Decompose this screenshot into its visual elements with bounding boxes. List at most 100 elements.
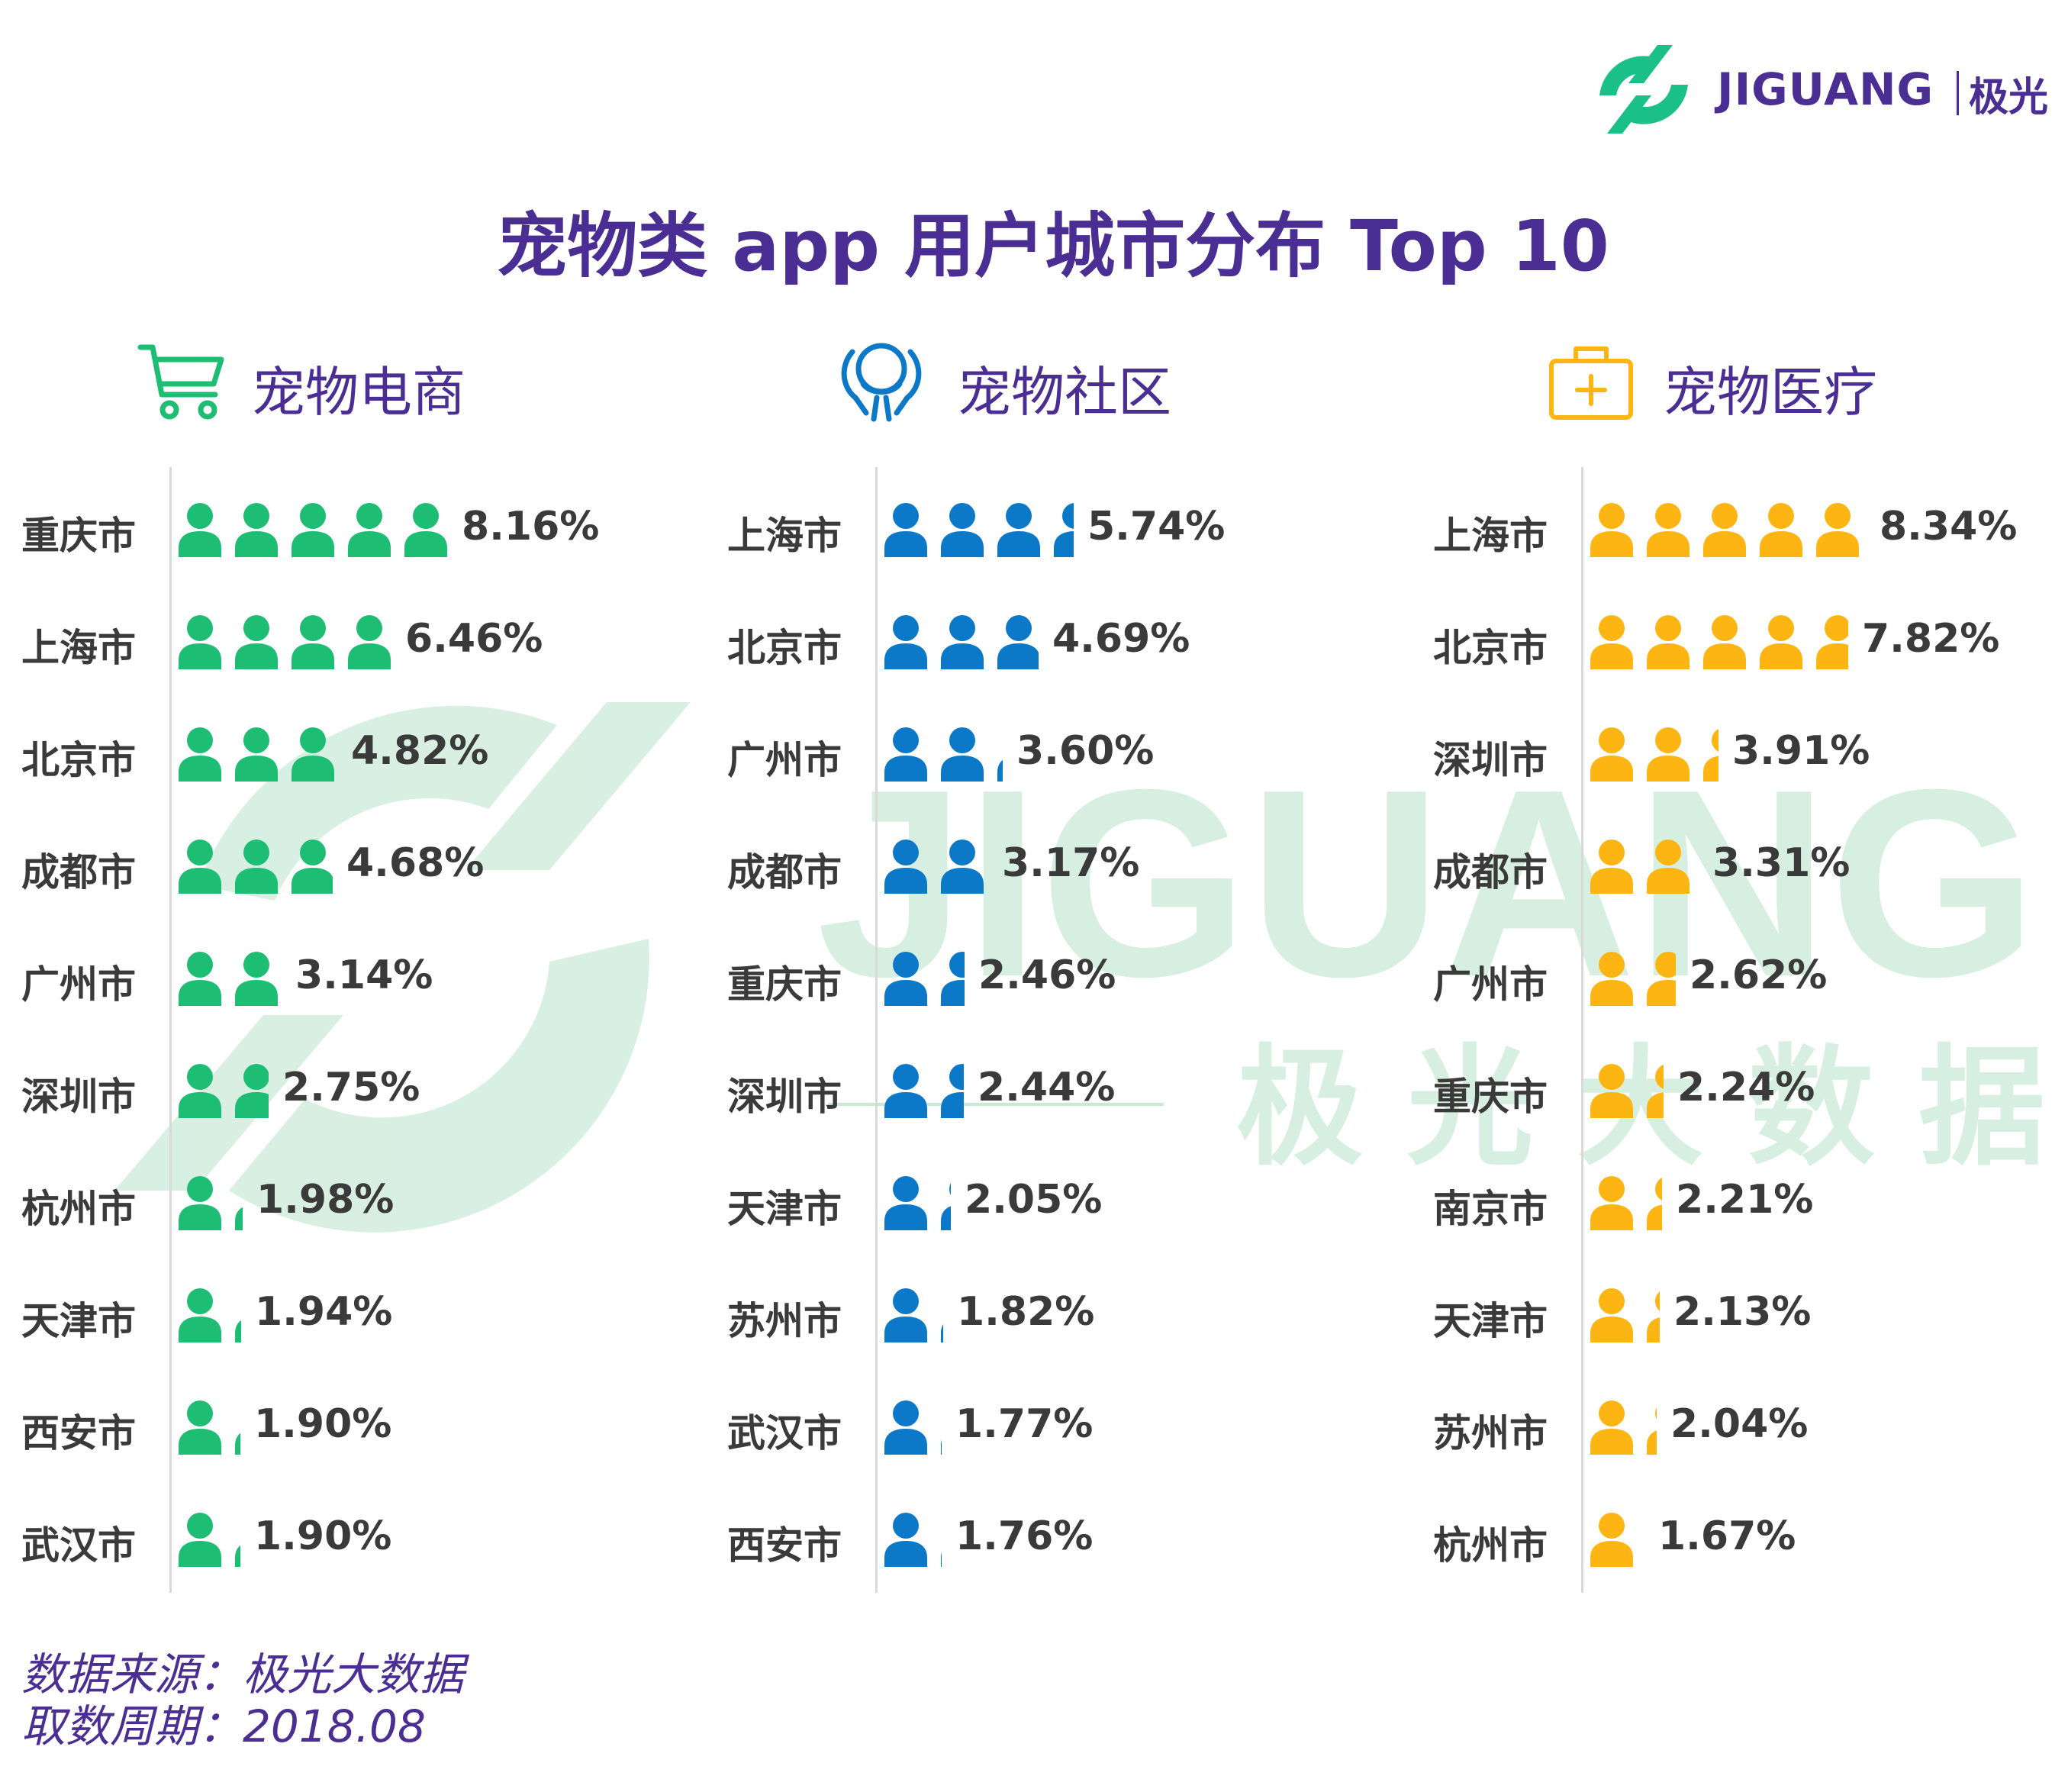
people-icons: [179, 503, 447, 557]
panel-title: 宠物电商: [252, 361, 465, 424]
person-icon: [884, 615, 927, 669]
city-label: 重庆市: [727, 962, 842, 1007]
person-icon: [941, 503, 984, 557]
person-icon: [1647, 840, 1690, 894]
city-label: 武汉市: [21, 1523, 136, 1568]
people-bar: [177, 1174, 243, 1232]
people-icons: [1590, 1288, 1660, 1342]
people-bar: [1589, 1510, 1644, 1568]
chart-row: 上海市 8.34%: [1412, 488, 2068, 565]
person-icon: [884, 1288, 927, 1342]
people-icons: [1590, 952, 1676, 1006]
people-icons: [1590, 1176, 1662, 1230]
percentage-label: 2.24%: [1677, 1065, 1815, 1110]
people-icons: [1590, 1064, 1664, 1118]
people-icons: [884, 1513, 942, 1567]
people-icons: [1590, 503, 1859, 557]
watermark-text: JIGUANG: [817, 734, 2037, 1033]
city-label: 广州市: [1433, 962, 1548, 1007]
percentage-label: 8.34%: [1880, 504, 2018, 550]
percentage-label: 8.16%: [462, 504, 600, 550]
people-bar: [177, 613, 391, 671]
shopping-cart-icon: [137, 344, 224, 420]
percentage-label: 1.67%: [1658, 1513, 1796, 1559]
person-icon: [179, 1176, 221, 1230]
person-icon: [1816, 615, 1848, 669]
person-icon: [1647, 952, 1676, 1006]
people-bar: [883, 613, 1039, 671]
person-icon: [884, 503, 927, 557]
chart-row: 杭州市 1.67%: [1412, 1498, 2068, 1574]
chart-row: 天津市 1.94%: [0, 1274, 687, 1350]
people-bar: [1589, 613, 1848, 671]
city-label: 天津市: [727, 1187, 842, 1231]
people-bar: [883, 1174, 951, 1232]
person-icon: [1816, 503, 1859, 557]
people-bar: [177, 837, 333, 895]
axis-line: [1581, 467, 1583, 1593]
people-bar: [1589, 1174, 1662, 1232]
percentage-label: 1.82%: [957, 1289, 1095, 1335]
people-bar: [177, 1398, 240, 1456]
person-icon: [884, 1176, 927, 1230]
people-icons: [1590, 1400, 1657, 1455]
person-icon: [884, 1513, 927, 1567]
chart-row: 苏州市 2.04%: [1412, 1386, 2068, 1462]
people-bar: [883, 1062, 964, 1120]
person-icon: [941, 1064, 964, 1118]
percentage-label: 2.05%: [965, 1177, 1103, 1223]
people-bar: [177, 949, 282, 1007]
city-label: 苏州市: [1433, 1411, 1548, 1455]
person-icon: [941, 1552, 942, 1567]
city-label: 重庆市: [21, 514, 136, 558]
percentage-label: 3.31%: [1712, 840, 1851, 886]
person-icon: [1760, 615, 1802, 669]
chart-row: 西安市 1.76%: [706, 1498, 1393, 1574]
city-label: 成都市: [21, 850, 136, 894]
percentage-label: 5.74%: [1087, 504, 1226, 550]
chart-row: 重庆市 2.24%: [1412, 1049, 2068, 1126]
people-icons: [1590, 727, 1719, 782]
person-icon: [941, 952, 965, 1006]
chart-row: 苏州市 1.82%: [706, 1274, 1393, 1350]
city-label: 上海市: [21, 626, 136, 670]
city-label: 北京市: [21, 738, 136, 782]
people-icons: [179, 727, 334, 782]
city-label: 深圳市: [1433, 738, 1548, 782]
data-period: 取数周期：2018.08: [21, 1700, 426, 1752]
person-icon: [1590, 727, 1633, 782]
people-icons: [884, 952, 965, 1006]
people-icons: [179, 1064, 269, 1118]
people-bar: [1589, 949, 1676, 1007]
percentage-label: 4.82%: [351, 728, 489, 774]
brand-logo: JIGUANG 极光: [1593, 42, 2051, 141]
percentage-label: 1.90%: [254, 1513, 392, 1559]
chart-row: 成都市 4.68%: [0, 825, 687, 901]
chart-row: 杭州市 1.98%: [0, 1162, 687, 1238]
percentage-label: 2.13%: [1673, 1289, 1812, 1335]
person-icon: [997, 759, 1003, 782]
panel-title: 宠物社区: [958, 361, 1171, 424]
person-icon: [1703, 729, 1719, 782]
people-icons: [1590, 615, 1848, 669]
percentage-label: 1.98%: [256, 1177, 395, 1223]
person-icon: [997, 615, 1039, 669]
people-bar: [177, 1062, 269, 1120]
person-icon: [179, 1400, 221, 1455]
percentage-label: 2.62%: [1690, 952, 1828, 998]
people-bar: [883, 949, 965, 1007]
people-icons: [884, 840, 984, 894]
panel-header: 宠物医疗: [1412, 328, 2068, 435]
person-icon: [1590, 1513, 1633, 1567]
chart-row: 武汉市 1.77%: [706, 1386, 1393, 1462]
people-icons: [179, 615, 391, 669]
panel-header: 宠物电商: [0, 328, 687, 435]
person-icon: [1760, 503, 1802, 557]
person-icon: [1590, 840, 1633, 894]
people-icons: [884, 1064, 964, 1118]
people-bar: [883, 725, 1003, 783]
people-bar: [1589, 837, 1699, 895]
chart-row: 南京市 2.21%: [1412, 1162, 2068, 1238]
chart-row: 成都市 3.17%: [706, 825, 1393, 901]
axis-line: [169, 467, 172, 1593]
